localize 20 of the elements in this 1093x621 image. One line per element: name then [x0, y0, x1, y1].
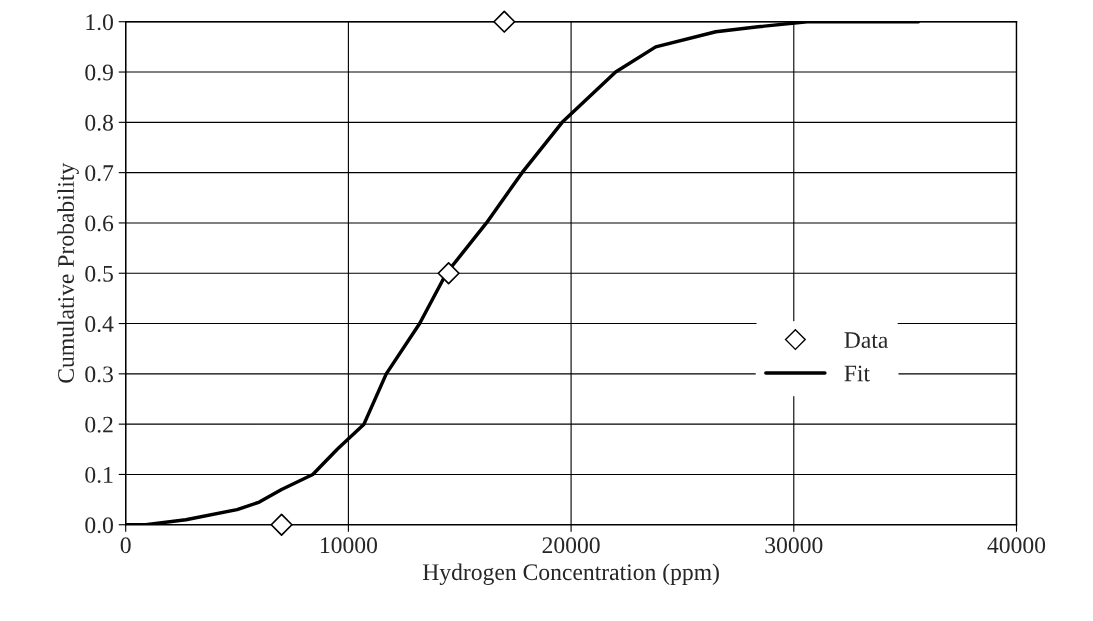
x-tick-label: 40000: [987, 537, 1046, 554]
legend-label: Data: [844, 332, 889, 349]
legend-label: Fit: [844, 365, 870, 382]
y-tick-label: 0.5: [85, 265, 113, 282]
x-axis-title: Hydrogen Concentration (ppm): [422, 563, 719, 585]
y-tick-label: 0.4: [85, 316, 114, 333]
y-tick-label: 0.7: [85, 165, 114, 182]
y-tick-label: 0.1: [85, 466, 113, 483]
y-tick-label: 0.6: [85, 215, 114, 232]
y-tick-label: 0.0: [85, 517, 113, 534]
y-tick-label: 1.0: [86, 14, 113, 31]
y-tick-label: 0.3: [85, 366, 113, 383]
x-tick-label: 20000: [542, 537, 600, 554]
y-tick-label: 0.8: [85, 114, 113, 131]
x-tick-label: 10000: [320, 537, 378, 554]
x-tick-label: 30000: [765, 537, 823, 554]
x-tick-label: 0: [120, 537, 131, 554]
y-axis-title: Cumulative Probability: [57, 162, 79, 383]
y-tick-label: 0.2: [85, 416, 113, 433]
y-tick-label: 0.9: [85, 64, 113, 81]
